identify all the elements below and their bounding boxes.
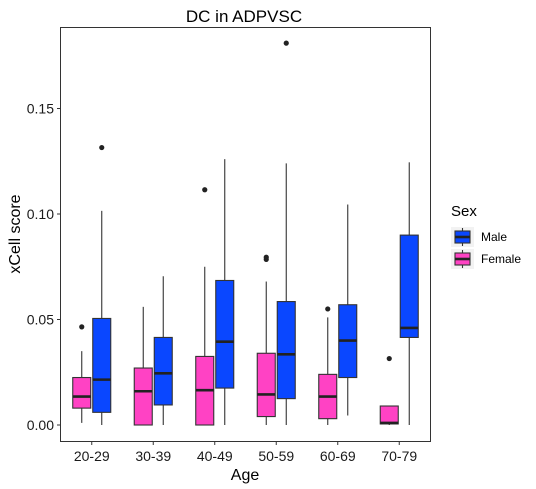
box-group-female-40-49 — [195, 187, 215, 426]
box-iqr — [399, 234, 419, 338]
box-iqr — [72, 376, 92, 409]
outlier-point — [283, 40, 289, 46]
box-group-female-70-79 — [379, 355, 399, 425]
y-tick-label: 0.05 — [27, 312, 54, 328]
outlier-point — [263, 254, 269, 260]
x-tick-label: 30-39 — [135, 448, 171, 464]
y-tick-label: 0.10 — [27, 206, 54, 222]
box-iqr — [215, 279, 235, 389]
x-tick-label: 50-59 — [258, 448, 294, 464]
x-axis: 20-29 30-39 40-49 50-59 60-69 70-79 — [74, 441, 417, 464]
box-group-male-60-69 — [338, 204, 358, 416]
plot-area — [72, 40, 419, 426]
x-tick-label: 20-29 — [74, 448, 110, 464]
y-axis: 0.00 0.05 0.10 0.15 — [27, 101, 61, 433]
box-group-female-20-29 — [72, 324, 92, 423]
box-group-male-50-59 — [276, 40, 296, 425]
outlier-point — [202, 187, 208, 193]
y-tick-label: 0.00 — [27, 417, 54, 433]
x-tick-label: 60-69 — [320, 448, 356, 464]
x-tick-label: 40-49 — [197, 448, 233, 464]
box-iqr — [133, 367, 153, 426]
outlier-point — [325, 306, 331, 312]
box-iqr — [256, 352, 276, 418]
box-group-female-50-59 — [256, 254, 276, 425]
y-tick-label: 0.15 — [27, 101, 54, 117]
box-group-male-70-79 — [399, 162, 419, 425]
box-iqr — [153, 336, 173, 406]
legend-label-male: Male — [481, 230, 507, 244]
box-iqr — [379, 405, 399, 425]
y-axis-title: xCell score — [7, 194, 24, 273]
box-group-female-30-39 — [133, 306, 153, 426]
box-iqr — [92, 317, 112, 413]
legend: Sex Male Female — [451, 203, 521, 269]
outlier-point — [79, 324, 85, 330]
outlier-point — [386, 355, 392, 362]
box-group-male-40-49 — [215, 159, 235, 425]
x-axis-title: Age — [231, 467, 260, 484]
x-tick-label: 70-79 — [381, 448, 417, 464]
box-group-female-60-69 — [318, 306, 338, 425]
box-group-male-30-39 — [153, 276, 173, 425]
box-iqr — [276, 301, 296, 400]
plot-panel-border — [60, 27, 431, 442]
legend-label-female: Female — [481, 252, 521, 266]
chart-title: DC in ADPVSC — [186, 7, 302, 26]
legend-title: Sex — [451, 203, 477, 220]
outlier-point — [99, 144, 105, 151]
box-group-male-20-29 — [92, 144, 112, 425]
